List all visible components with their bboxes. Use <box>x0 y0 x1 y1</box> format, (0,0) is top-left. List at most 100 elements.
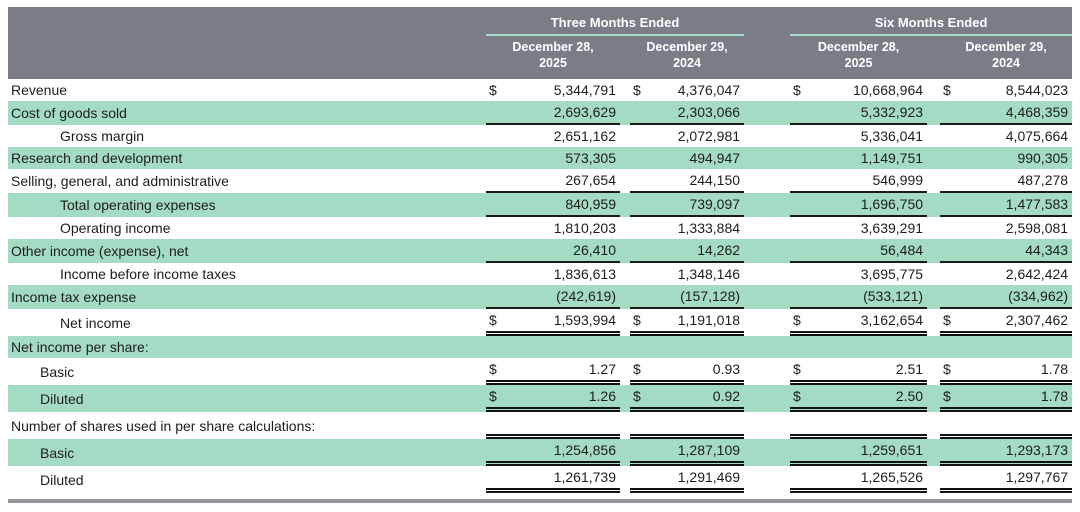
column-header-date: December 28, 2025 <box>790 36 928 79</box>
value-cell: 2,303,066 <box>646 101 745 125</box>
value-cell: 2,072,981 <box>677 128 741 144</box>
column-gap <box>620 385 630 412</box>
column-gap <box>927 412 940 439</box>
dollar-sign-cell <box>940 285 957 309</box>
column-gap <box>927 385 941 412</box>
value-cell: 573,305 <box>502 147 620 169</box>
dollar-sign-cell <box>486 466 502 493</box>
column-gap <box>927 147 941 169</box>
row-label: Number of shares used in per share calcu… <box>11 417 316 434</box>
column-gap <box>744 217 790 239</box>
row-label: Operating income <box>60 220 171 236</box>
date-line-2: 2025 <box>844 56 873 70</box>
column-gap <box>927 217 940 239</box>
value-cell: 1,259,651 <box>806 439 928 466</box>
row-label: Total operating expenses <box>8 193 486 217</box>
dollar-sign-cell <box>790 193 807 217</box>
column-gap <box>927 336 941 358</box>
table-row: Gross margin 2,651,162 2,072,981 5,336,041 4… <box>8 125 1072 147</box>
value-cell: 5,344,791 <box>553 82 616 98</box>
value-cell: 2.51 <box>806 358 928 385</box>
value-cell: 2,307,462 <box>956 309 1073 336</box>
dollar-sign-cell <box>790 101 807 125</box>
period-group-three-months: Three Months Ended <box>486 7 745 36</box>
dollar-sign-cell <box>940 169 957 193</box>
column-gap <box>744 193 791 217</box>
column-gap <box>927 101 941 125</box>
value-cell: 1,287,109 <box>646 439 745 466</box>
dollar-sign-cell: $ <box>633 82 641 98</box>
column-gap <box>620 466 630 493</box>
dollar-sign-cell <box>790 147 807 169</box>
dollar-sign-cell: $ <box>940 385 957 412</box>
table-row: Research and development 573,305 494,947 1,… <box>8 147 1073 169</box>
value-cell <box>806 412 928 439</box>
row-label: Gross margin <box>60 128 145 144</box>
date-line-1: December 28, <box>817 40 900 55</box>
dollar-sign-cell <box>486 285 502 309</box>
dollar-sign-cell <box>486 336 502 358</box>
dollar-sign-cell: $ <box>790 358 807 385</box>
value-cell: 1,593,994 <box>502 309 620 336</box>
income-statement-table: Three Months Ended Six Months Ended Dece… <box>8 7 1073 493</box>
value-cell: 1,149,751 <box>806 147 928 169</box>
column-gap <box>744 101 791 125</box>
column-gap <box>744 239 791 263</box>
dollar-sign-cell <box>630 217 646 239</box>
dollar-sign-cell <box>630 193 646 217</box>
row-label: Net income per share: <box>8 336 486 358</box>
column-gap <box>744 439 791 466</box>
value-cell: 2,693,629 <box>502 101 620 125</box>
table-header: Three Months Ended Six Months Ended Dece… <box>8 7 1073 79</box>
row-label: Diluted <box>8 385 486 412</box>
value-cell: (242,619) <box>502 285 620 309</box>
header-gap-cell <box>620 36 630 79</box>
dollar-sign-cell <box>790 336 807 358</box>
dollar-sign-cell <box>486 193 502 217</box>
dollar-sign-cell <box>486 125 502 147</box>
value-cell: 739,097 <box>646 193 745 217</box>
column-gap <box>620 336 630 358</box>
column-gap <box>744 169 790 193</box>
header-gap-cell <box>744 7 791 36</box>
column-gap <box>927 466 940 493</box>
dollar-sign-cell <box>486 263 502 285</box>
dollar-sign-cell: $ <box>486 385 502 412</box>
value-cell: 44,343 <box>956 239 1073 263</box>
column-gap <box>927 193 941 217</box>
value-cell <box>956 412 1073 439</box>
column-gap <box>620 193 630 217</box>
column-header-date: December 29, 2024 <box>940 36 1073 79</box>
value-cell: 5,332,923 <box>806 101 928 125</box>
column-gap <box>927 263 940 285</box>
dollar-sign-cell <box>790 239 807 263</box>
table-row: Operating income 1,810,203 1,333,884 3,639,… <box>8 217 1072 239</box>
dollar-sign-cell <box>940 412 957 439</box>
value-cell: 2,642,424 <box>1005 266 1069 282</box>
column-gap <box>744 385 791 412</box>
column-gap <box>620 147 630 169</box>
value-cell: 1,261,739 <box>502 466 620 493</box>
row-label: Selling, general, and administrative <box>11 173 229 189</box>
column-gap <box>927 79 940 101</box>
column-header-date: December 29, 2024 <box>630 36 745 79</box>
column-gap <box>744 412 790 439</box>
dollar-sign-cell: $ <box>630 309 646 336</box>
value-cell <box>806 336 928 358</box>
table-row: Income tax expense (242,619) (157,128) (533… <box>8 285 1073 309</box>
dollar-sign-cell <box>486 239 502 263</box>
value-cell: 0.92 <box>646 385 745 412</box>
value-cell: 4,468,359 <box>956 101 1073 125</box>
column-gap <box>620 125 630 147</box>
dollar-sign-cell <box>630 239 646 263</box>
dollar-sign-cell <box>790 285 807 309</box>
header-gap-cell <box>744 36 791 79</box>
value-cell: 487,278 <box>956 169 1073 193</box>
dollar-sign-cell <box>940 336 957 358</box>
dollar-sign-cell <box>630 169 646 193</box>
value-cell: 1,191,018 <box>646 309 745 336</box>
row-label: Diluted <box>40 471 84 488</box>
row-label: Basic <box>40 363 75 380</box>
row-label: Net income <box>60 314 131 331</box>
row-label: Income before income taxes <box>60 266 236 282</box>
